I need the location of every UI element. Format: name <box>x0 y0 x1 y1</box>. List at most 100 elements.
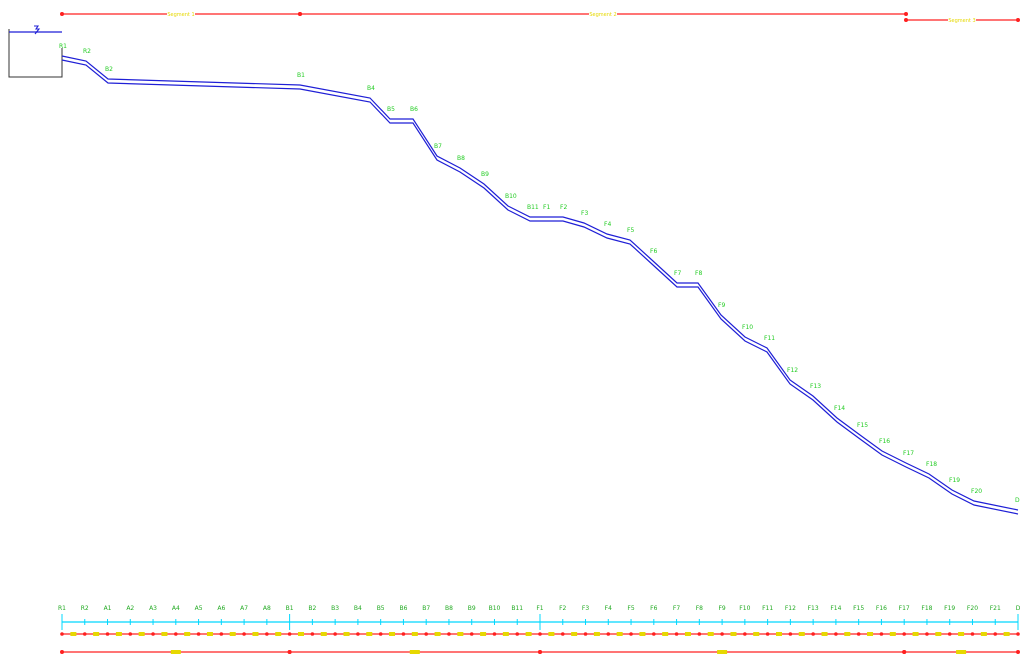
top-segment-end-dot-3 <box>1016 18 1020 22</box>
segment-marker-b6 <box>411 632 418 636</box>
station-label-b4: B4 <box>354 605 362 612</box>
zone-marker-3 <box>717 650 728 654</box>
node-label-f17: F17 <box>903 450 914 457</box>
segment-marker-b10 <box>502 632 509 636</box>
station-label-f1: F1 <box>536 605 543 612</box>
node-label-f19: F19 <box>949 477 960 484</box>
node-label-f7: F7 <box>674 270 681 277</box>
segment-marker-r1 <box>70 632 77 636</box>
zone-marker-4 <box>956 650 967 654</box>
segment-node-dot-f9 <box>720 632 724 636</box>
station-label-a8: A8 <box>263 605 271 612</box>
station-label-b2: B2 <box>308 605 316 612</box>
segment-node-dot-a8 <box>265 632 269 636</box>
segment-marker-f1 <box>548 632 555 636</box>
station-label-f18: F18 <box>921 605 932 612</box>
water-level-icon <box>34 25 41 35</box>
node-label-f10: F10 <box>742 324 753 331</box>
segment-node-dot-b10 <box>492 632 497 636</box>
station-label-b9: B9 <box>468 605 476 612</box>
top-segment-layer: Segment 1 Segment 2 Segment 3 <box>60 11 1020 24</box>
segment-marker-r2 <box>93 632 100 636</box>
zone-end-dot-4 <box>1016 650 1020 654</box>
node-label-b8: B8 <box>457 155 465 162</box>
node-label-f8: F8 <box>695 270 702 277</box>
node-label-b4: B4 <box>367 85 375 92</box>
tank-outline <box>8 29 63 78</box>
zone-start-dot-2 <box>287 650 292 654</box>
segment-node-dot-f21 <box>993 632 998 636</box>
profile-node-labels: R1 R2 B2 B1 B4 B5 B6 B7 B8 B9 B10 B11 F1 F2 F3 F4 F5 F6 F7… <box>59 43 1020 504</box>
node-label-f11: F11 <box>764 335 775 342</box>
segment-marker-f16 <box>889 632 896 636</box>
node-label-f18: F18 <box>926 461 937 468</box>
station-marks: R1 R2 A1 A2 A3 A4 A5 A6 A7 A8 B1 B2 B3 B4 B5 B6 B7 B8 B9 B1… <box>58 605 1021 654</box>
segment-marker-f14 <box>844 632 851 636</box>
segment-marker-a5 <box>206 632 213 636</box>
reservoir-tank <box>8 25 63 78</box>
segment-marker-a1 <box>115 632 122 636</box>
station-label-a6: A6 <box>217 605 225 612</box>
segment-marker-b4 <box>366 632 373 636</box>
segment-marker-b1 <box>298 632 304 636</box>
station-label-b1: B1 <box>286 605 294 612</box>
segment-marker-f19 <box>958 632 965 636</box>
segment-marker-a2 <box>138 632 145 636</box>
segment-marker-f21 <box>1003 632 1010 636</box>
top-segment-start-dot-1 <box>60 12 64 16</box>
segment-node-dot-f11 <box>765 632 770 636</box>
pipe-upper-wall <box>61 55 1019 511</box>
station-label-a2: A2 <box>126 605 134 612</box>
segment-marker-b5 <box>389 632 396 636</box>
segment-marker-a6 <box>229 632 236 636</box>
station-label-f12: F12 <box>785 605 796 612</box>
station-label-d: D <box>1016 605 1021 612</box>
segment-node-dot-r1 <box>60 632 64 636</box>
station-label-f4: F4 <box>605 605 612 612</box>
segment-node-dot-f2 <box>560 632 565 636</box>
segment-node-dot-a1 <box>105 632 110 636</box>
pipeline-profile <box>61 55 1019 515</box>
segment-node-dot-f16 <box>879 632 884 636</box>
station-label-b5: B5 <box>377 605 385 612</box>
station-label-f8: F8 <box>696 605 703 612</box>
segment-marker-b7 <box>434 632 441 636</box>
bottom-station-strip: R1 R2 A1 A2 A3 A4 A5 A6 A7 A8 B1 B2 B3 B4 B5 B6 B7 B8 B9 B1… <box>58 605 1021 654</box>
node-label-b10: B10 <box>505 193 517 200</box>
node-label-f4: F4 <box>604 221 611 228</box>
node-label-f9: F9 <box>718 302 725 309</box>
station-label-f19: F19 <box>944 605 955 612</box>
segment-node-dot-f7 <box>674 632 679 636</box>
segment-node-dot-b8 <box>447 632 451 636</box>
node-label-f16: F16 <box>879 438 890 445</box>
node-label-r2: R2 <box>83 48 91 55</box>
station-label-f21: F21 <box>990 605 1001 612</box>
segment-node-dot-f3 <box>583 632 588 636</box>
station-label-a4: A4 <box>172 605 180 612</box>
segment-node-dot-b3 <box>333 632 337 636</box>
node-label-b5: B5 <box>387 106 395 113</box>
zone-start-dot-3 <box>538 650 542 654</box>
segment-marker-f7 <box>684 632 691 636</box>
segment-node-dot-b2 <box>310 632 315 636</box>
station-label-a3: A3 <box>149 605 157 612</box>
segment-marker-b3 <box>343 632 350 636</box>
node-label-b11: B11 <box>527 204 539 211</box>
segment-node-dot-b9 <box>469 632 474 636</box>
node-label-b6: B6 <box>410 106 418 113</box>
segment-node-dot-f10 <box>743 632 747 636</box>
segment-marker-b2 <box>320 632 327 636</box>
segment-marker-b8 <box>457 632 464 636</box>
node-label-b1: B1 <box>297 72 305 79</box>
station-label-b7: B7 <box>422 605 430 612</box>
segment-marker-f9 <box>730 632 737 636</box>
top-segment-start-dot-3 <box>904 18 908 22</box>
segment-node-dot-f13 <box>811 632 815 636</box>
segment-node-dot-f14 <box>834 632 838 636</box>
segment-node-dot-f4 <box>606 632 611 636</box>
segment-node-dot-f17 <box>902 632 906 636</box>
segment-node-dot-b4 <box>356 632 360 636</box>
station-label-f3: F3 <box>582 605 589 612</box>
station-label-a7: A7 <box>240 605 248 612</box>
